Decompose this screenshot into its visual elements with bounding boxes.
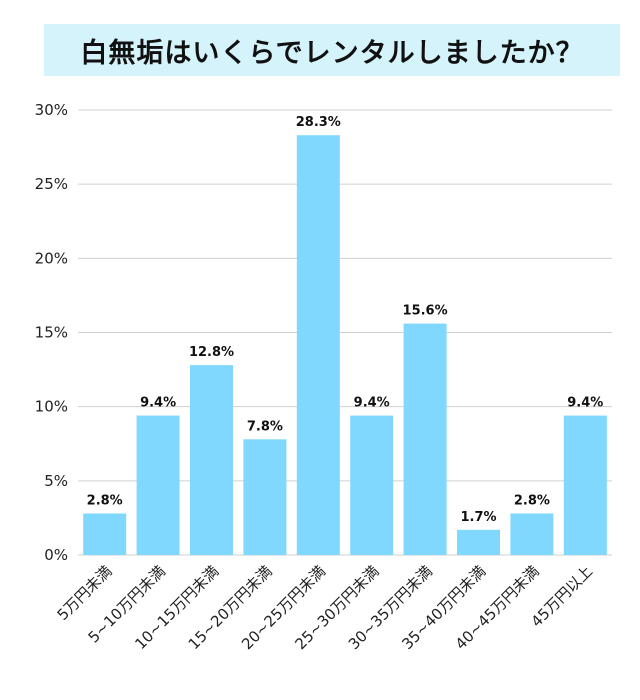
chart-title-box: 白無垢はいくらでレンタルしましたか？ xyxy=(44,24,620,76)
data-label: 2.8% xyxy=(514,493,550,508)
data-label: 2.8% xyxy=(87,493,123,508)
y-tick-label: 5% xyxy=(44,472,68,490)
data-label: 9.4% xyxy=(140,396,176,411)
bar xyxy=(136,415,180,555)
data-label: 9.4% xyxy=(567,396,603,411)
y-tick-label: 10% xyxy=(35,398,68,416)
data-label: 1.7% xyxy=(460,510,496,525)
y-tick-label: 30% xyxy=(35,101,68,119)
bar xyxy=(296,135,340,555)
data-label: 15.6% xyxy=(403,304,448,319)
data-label: 9.4% xyxy=(354,396,390,411)
bar xyxy=(190,365,233,555)
y-tick-label: 25% xyxy=(35,175,68,193)
bar xyxy=(457,529,500,555)
data-label: 7.8% xyxy=(247,419,283,434)
y-tick-label: 15% xyxy=(35,324,68,342)
bar xyxy=(510,513,554,555)
bar xyxy=(243,439,287,555)
data-label: 12.8% xyxy=(189,345,234,360)
y-tick-label: 0% xyxy=(44,546,68,564)
y-tick-label: 20% xyxy=(35,249,68,267)
bar xyxy=(83,513,127,555)
bar xyxy=(350,415,394,555)
bar xyxy=(563,415,607,555)
data-label: 28.3% xyxy=(296,115,341,130)
bar xyxy=(403,323,447,555)
chart-title: 白無垢はいくらでレンタルしましたか？ xyxy=(80,37,584,69)
